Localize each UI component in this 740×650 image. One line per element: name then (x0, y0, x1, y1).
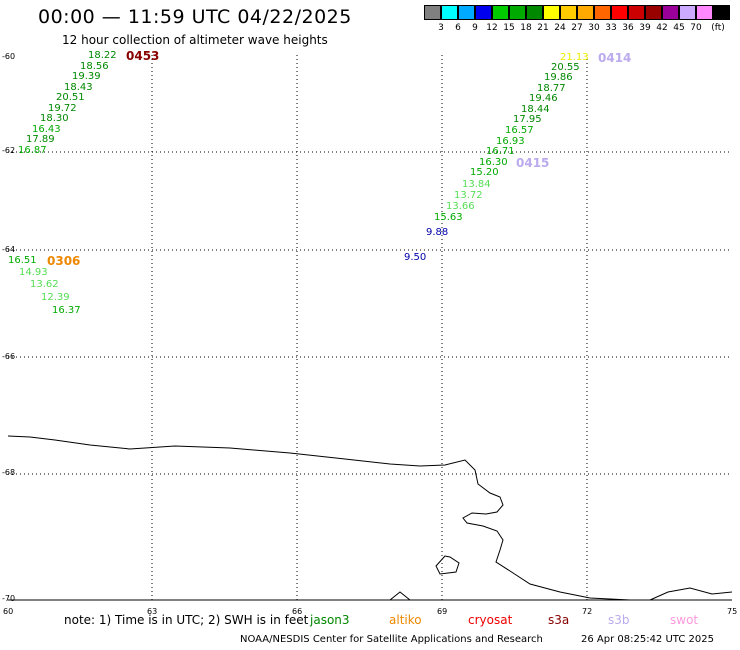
satellite-label: altiko (389, 613, 422, 627)
legend-label: 45 (673, 23, 685, 33)
generated-timestamp: 26 Apr 08:25:42 UTC 2025 (581, 634, 714, 645)
wave-height-value: 19.46 (529, 93, 558, 104)
legend-label: 12 (486, 23, 498, 33)
wave-height-value: 14.93 (19, 267, 48, 278)
legend-label: 15 (503, 23, 515, 33)
legend-swatch (594, 5, 611, 20)
legend-swatch (543, 5, 560, 20)
lon-tick-label: 75 (727, 607, 738, 616)
legend-swatch (509, 5, 526, 20)
legend-swatch (458, 5, 475, 20)
wave-height-value: 16.71 (486, 146, 515, 157)
lat-tick-label: -68 (2, 468, 16, 477)
legend-swatch (492, 5, 509, 20)
legend-label: 24 (554, 23, 566, 33)
wave-height-value: 18.56 (80, 61, 109, 72)
legend-label: 30 (588, 23, 600, 33)
wave-height-value: 20.51 (56, 92, 85, 103)
pass-label: 0415 (516, 156, 550, 170)
wave-height-value: 13.66 (446, 201, 475, 212)
map-subtitle: 12 hour collection of altimeter wave hei… (62, 33, 328, 47)
legend-label: 3 (438, 23, 444, 33)
lat-tick-label: -70 (2, 594, 16, 603)
lon-tick-label: 60 (3, 607, 14, 616)
legend-swatch (526, 5, 543, 20)
satellite-label: swot (670, 613, 699, 627)
wave-height-value: 16.51 (8, 255, 37, 266)
coastline (7, 435, 733, 601)
legend-swatch (662, 5, 679, 20)
wave-height-value: 9.50 (404, 252, 427, 263)
pass-label: 0453 (126, 49, 160, 63)
pass-label: 0414 (598, 51, 632, 65)
wave-height-value: 18.22 (88, 50, 117, 61)
legend-swatch (628, 5, 645, 20)
legend-swatch (611, 5, 628, 20)
satellite-label: s3b (608, 613, 630, 627)
legend-label: 18 (520, 23, 532, 33)
wave-height-value: 18.44 (521, 104, 550, 115)
legend-swatch (679, 5, 696, 20)
legend-swatch (577, 5, 594, 20)
lat-tick-label: -60 (2, 52, 16, 61)
lon-tick-label: 66 (292, 607, 303, 616)
satellite-label: s3a (548, 613, 570, 627)
legend-label: 33 (605, 23, 617, 33)
wave-height-value: 13.72 (454, 190, 483, 201)
wave-height-value: 16.87 (18, 145, 47, 156)
wave-height-value: 17.95 (513, 114, 542, 125)
lat-tick-label: -64 (2, 245, 16, 254)
legend-label: 21 (537, 23, 549, 33)
wave-height-value: 15.63 (434, 212, 463, 223)
lon-tick-label: 72 (582, 607, 593, 616)
wave-height-value: 16.37 (52, 305, 81, 316)
wave-height-value: 12.39 (41, 292, 70, 303)
wave-height-value: 13.62 (30, 279, 59, 290)
lon-tick-label: 63 (147, 607, 158, 616)
lat-tick-label: -62 (2, 146, 16, 155)
wave-height-value: 19.39 (72, 71, 101, 82)
wave-height-value: 13.84 (462, 179, 491, 190)
map-title: 00:00 — 11:59 UTC 04/22/2025 (38, 6, 352, 28)
wave-height-value: 21.13 (560, 52, 589, 63)
legend-swatch (441, 5, 458, 20)
footer-note: note: 1) Time is in UTC; 2) SWH is in fe… (64, 613, 309, 627)
credit-line: NOAA/NESDIS Center for Satellite Applica… (240, 634, 543, 645)
legend-label: 42 (656, 23, 668, 33)
legend-label: 9 (472, 23, 478, 33)
legend-label: (ft) (711, 23, 725, 33)
satellite-label: jason3 (310, 613, 350, 627)
legend-swatch (645, 5, 662, 20)
wave-height-value: 20.55 (551, 62, 580, 73)
legend-swatch (560, 5, 577, 20)
legend-swatch (424, 5, 441, 20)
wave-height-value: 18.30 (40, 113, 69, 124)
lon-tick-label: 69 (437, 607, 448, 616)
wave-height-value: 17.89 (26, 134, 55, 145)
wave-height-value: 16.30 (479, 157, 508, 168)
legend-label: 39 (639, 23, 651, 33)
wave-height-value: 18.77 (537, 83, 566, 94)
wave-height-value: 16.93 (496, 136, 525, 147)
legend-label: 36 (622, 23, 634, 33)
lat-tick-label: -66 (2, 352, 16, 361)
legend-label: 6 (455, 23, 461, 33)
pass-label: 0306 (47, 254, 81, 268)
wave-height-value: 18.43 (64, 82, 93, 93)
wave-height-value: 15.20 (470, 167, 499, 178)
legend-swatch (713, 5, 730, 20)
legend-swatch (475, 5, 492, 20)
wave-height-value: 16.57 (505, 125, 534, 136)
legend-label: 27 (571, 23, 583, 33)
wave-height-value: 9.88 (426, 227, 449, 238)
wave-height-value: 19.86 (544, 72, 573, 83)
legend-swatch (696, 5, 713, 20)
graticule (8, 55, 732, 600)
satellite-label: cryosat (468, 613, 513, 627)
wave-height-value: 16.43 (32, 124, 61, 135)
legend-label: 70 (690, 23, 702, 33)
wave-height-value: 19.72 (48, 103, 77, 114)
